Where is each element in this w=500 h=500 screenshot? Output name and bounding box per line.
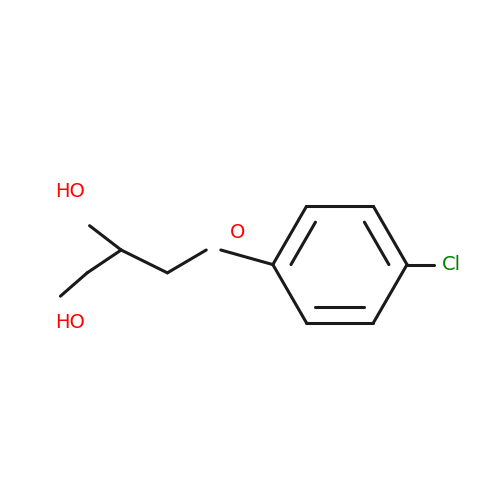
Text: Cl: Cl <box>442 255 461 274</box>
Text: O: O <box>230 224 246 242</box>
Text: HO: HO <box>56 182 86 201</box>
Text: HO: HO <box>56 314 86 332</box>
